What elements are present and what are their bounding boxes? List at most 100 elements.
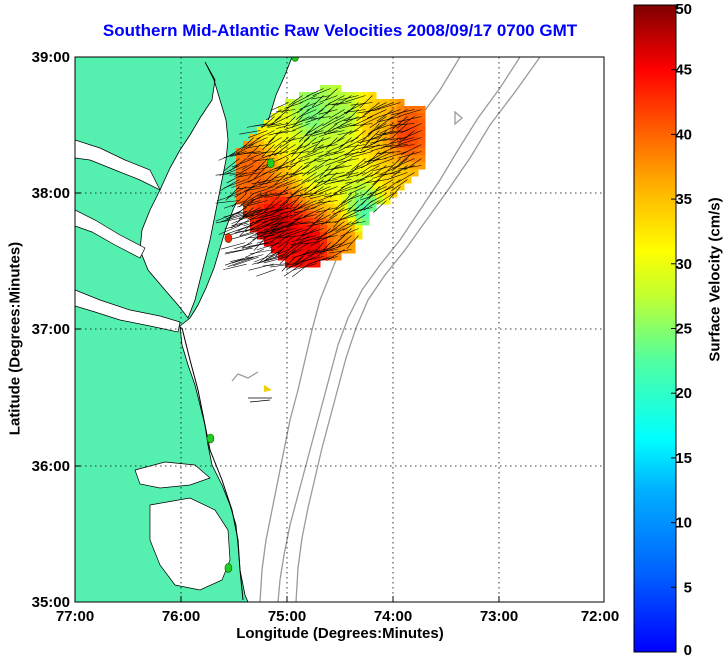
velocity-cell [390,127,398,135]
velocity-cell [292,218,300,226]
velocity-vector [401,144,422,155]
velocity-vector [298,130,310,143]
velocity-vector [370,144,394,152]
velocity-cell [313,183,321,191]
velocity-cell [355,134,363,142]
velocity-vector [343,109,366,113]
velocity-cell [341,120,349,128]
velocity-cell [362,120,370,128]
velocity-vector [391,116,408,130]
velocity-cell [313,211,321,219]
velocity-cell [355,204,363,212]
velocity-vector [248,137,268,147]
velocity-cell [348,134,356,142]
velocity-vector [350,158,366,171]
velocity-cell [383,197,391,205]
velocity-vector [291,116,303,129]
velocity-cell [327,211,335,219]
velocity-vector [261,144,275,157]
velocity-vector [304,130,324,137]
velocity-vector [288,200,303,215]
velocity-cell [348,246,356,254]
james-river [75,289,181,333]
velocity-cell [285,169,293,177]
velocity-vector [263,256,289,264]
velocity-cell [355,106,363,114]
velocity-vector [359,172,380,181]
velocity-vector [390,144,415,149]
velocity-vector [298,256,324,263]
velocity-cell [292,134,300,142]
velocity-cell [362,92,370,100]
velocity-vector [386,158,401,172]
velocity-vector [236,172,261,178]
velocity-cell [285,218,293,226]
velocity-vector [264,137,282,148]
velocity-cell [278,253,286,261]
velocity-vector [346,165,366,174]
velocity-cell [257,204,265,212]
chesapeake-bay [139,61,229,319]
velocity-vector [253,151,275,155]
velocity-vector [260,123,282,127]
velocity-vector [322,242,345,251]
velocity-cell [348,99,356,107]
velocity-vector [323,123,338,135]
velocity-cell [264,176,272,184]
velocity-vector [257,193,282,197]
velocity-vector [248,263,274,271]
velocity-vector [275,179,296,188]
velocity-cell [348,197,356,205]
velocity-vector [366,109,387,119]
velocity-vector [243,186,268,192]
velocity-cell [264,218,272,226]
velocity-vector [398,109,422,117]
velocity-cell [271,246,279,254]
velocity-cell [292,239,300,247]
velocity-vector [311,116,331,120]
velocity-vector [229,228,254,236]
velocity-vector [325,137,338,150]
velocity-vector [339,137,359,147]
velocity-cell [341,134,349,142]
velocity-cell [313,176,321,184]
velocity-cell [334,113,342,121]
velocity-vector [390,123,415,126]
colorbar-tick-label: 20 [675,385,692,402]
velocity-vector [290,235,310,249]
velocity-cell [313,99,321,107]
velocity-cell [341,162,349,170]
velocity-cell [313,148,321,156]
colorbar-tick-label: 35 [675,191,692,208]
velocity-vector [291,144,303,157]
velocity-vector [231,158,254,168]
velocity-vector [329,242,352,251]
velocity-vector [332,200,345,213]
x-tick-labels: 77:00 76:00 75:00 74:00 73:00 72:00 [56,608,619,625]
velocity-cell [236,162,244,170]
velocity-cell [236,176,244,184]
velocity-vector [291,235,317,242]
velocity-vector [224,249,245,255]
velocity-vector [356,109,373,122]
velocity-vector [251,179,275,185]
radar-stations [206,57,299,573]
velocity-cell [390,120,398,128]
velocity-vector [332,123,352,130]
x-axis-label: Longitude (Degrees:Minutes) [236,625,444,642]
velocity-vector [230,256,250,263]
velocity-cell [362,99,370,107]
velocity-vector [384,151,408,159]
velocity-cell [341,239,349,247]
velocity-cell [390,134,398,142]
velocity-vector [355,158,373,169]
velocity-vector [223,263,247,270]
velocity-cell [411,120,419,128]
velocity-vector [303,130,317,142]
velocity-cell [271,148,279,156]
velocity-cell [334,218,342,226]
velocity-cell [236,155,244,163]
velocity-vector [234,144,254,156]
velocity-cell [397,169,405,177]
radar-station-marker [266,158,275,169]
